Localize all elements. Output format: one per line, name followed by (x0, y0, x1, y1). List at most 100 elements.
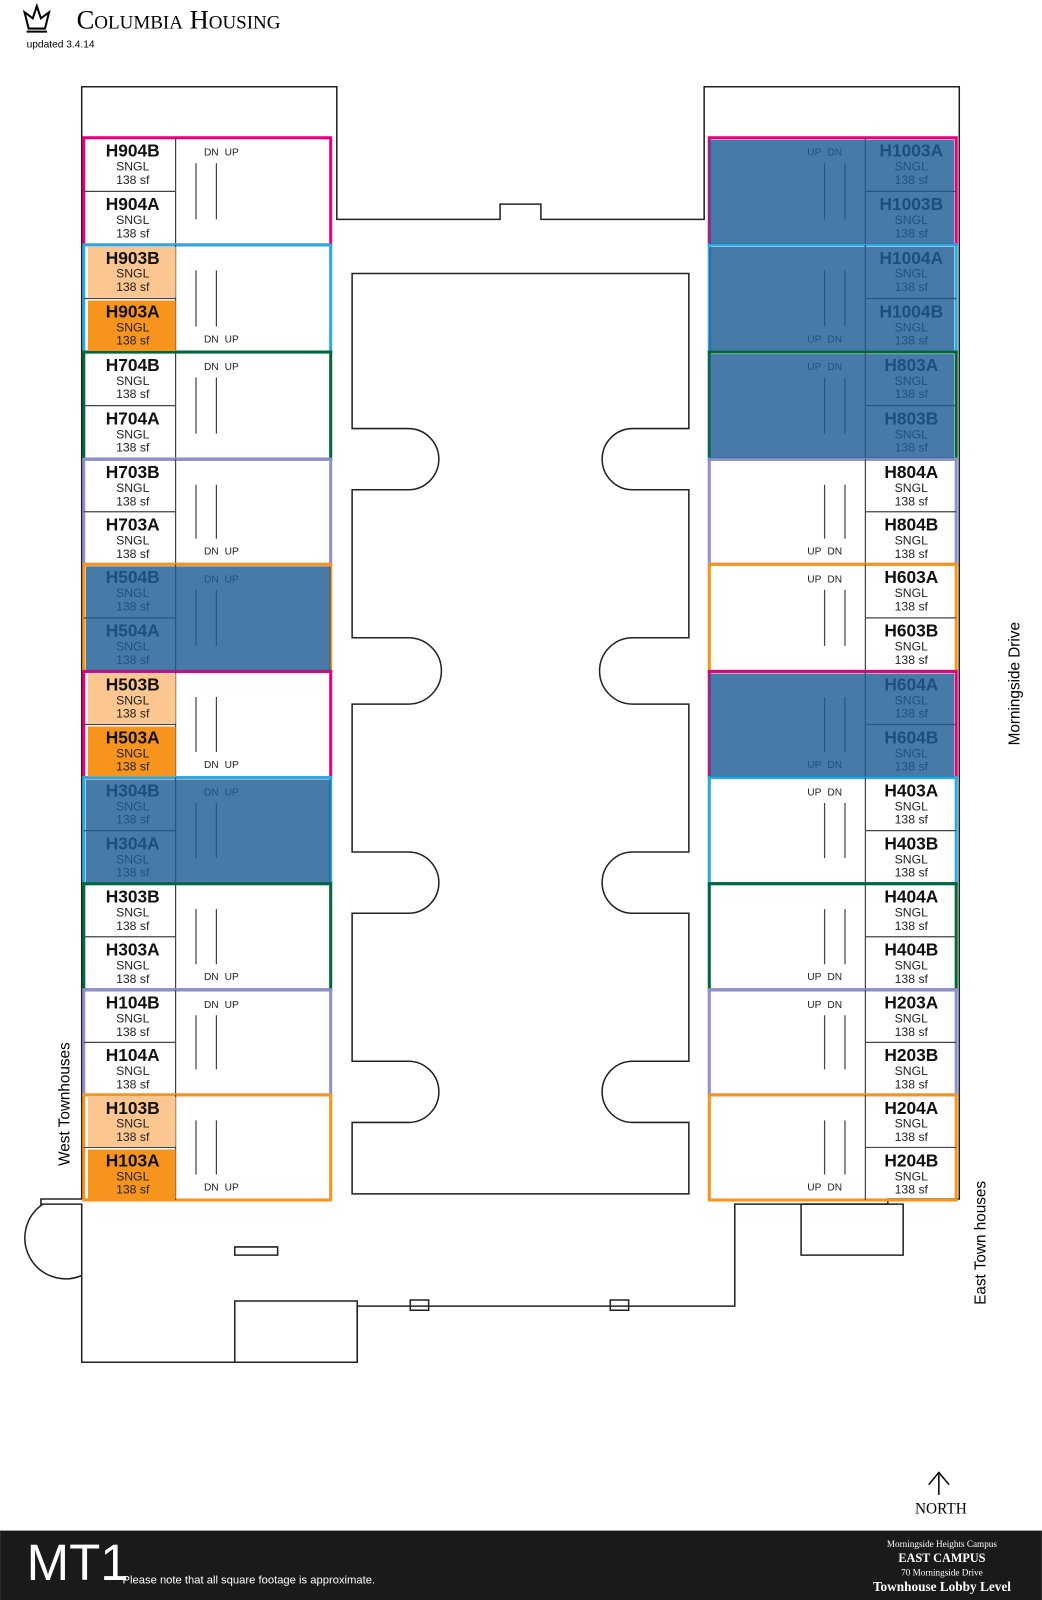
unit-walls (83, 1094, 218, 1200)
room-label: H903A (106, 301, 160, 321)
stair-label: DN (204, 972, 219, 983)
stair-label: DN (827, 972, 842, 983)
room-label: H704A (106, 408, 160, 428)
unit-walls (83, 671, 218, 778)
unit-walls (83, 459, 218, 565)
stair-label: UP (807, 574, 821, 585)
taken-overlay (709, 354, 955, 459)
room-label: H704B (106, 355, 160, 375)
stair-label: UP (225, 148, 239, 159)
stair-label: UP (225, 760, 239, 771)
unit-walls (823, 883, 957, 990)
stair-label: DN (204, 362, 219, 373)
taken-overlay (709, 673, 955, 777)
room-type: SNGL (116, 427, 150, 441)
stair-label: UP (225, 972, 239, 983)
room-type: SNGL (895, 534, 929, 548)
taken-overlay (709, 246, 955, 352)
room-type: SNGL (116, 959, 150, 973)
footer-note: Please note that all square footage is a… (123, 1575, 376, 1587)
room-label: H904B (106, 141, 160, 161)
room-label: H303A (106, 940, 160, 960)
room-highlight (87, 1149, 176, 1199)
room-label: H904A (106, 194, 160, 214)
footer-campus: Morningside Heights Campus (887, 1539, 997, 1549)
room-label: H804B (884, 515, 938, 535)
room-type: SNGL (895, 852, 929, 866)
taken-overlay (85, 566, 331, 671)
room-type: SNGL (116, 267, 150, 281)
unit-walls (823, 777, 957, 884)
room-type: SNGL (116, 1064, 150, 1078)
room-type: SNGL (895, 959, 929, 973)
footer-area: EAST CAMPUS (898, 1551, 985, 1565)
room-highlight (87, 726, 176, 777)
room-label: H303B (106, 887, 160, 907)
room-label: H404B (884, 940, 938, 960)
unit-walls (83, 244, 218, 353)
room-label: H804A (884, 462, 938, 482)
room-label: H103B (106, 1098, 160, 1118)
unit-walls (83, 137, 218, 245)
room-type: SNGL (895, 586, 929, 600)
room-type: SNGL (895, 1117, 929, 1131)
room-area: 138 sf (895, 1183, 929, 1197)
room-area: 138 sf (895, 1077, 929, 1091)
room-label: H503B (106, 674, 160, 694)
stair-label: DN (204, 1000, 219, 1011)
room-area: 138 sf (116, 919, 150, 933)
room-area: 138 sf (116, 441, 150, 455)
stair-label: DN (827, 788, 842, 799)
room-type: SNGL (116, 693, 150, 707)
room-highlight (87, 246, 176, 298)
room-area: 138 sf (116, 280, 150, 294)
room-type: SNGL (116, 160, 150, 174)
room-label: H204B (884, 1150, 938, 1170)
room-area: 138 sf (895, 813, 929, 827)
footer-bar (0, 1530, 1042, 1600)
room-type: SNGL (895, 1012, 929, 1026)
crown-logo (22, 2, 51, 33)
room-area: 138 sf (895, 972, 929, 986)
room-highlight (87, 300, 176, 352)
room-type: SNGL (116, 905, 150, 919)
room-label: H603B (884, 621, 938, 641)
unit-walls (83, 883, 218, 990)
stair-label: UP (807, 1182, 821, 1193)
room-area: 138 sf (895, 1130, 929, 1144)
stair-label: UP (807, 1000, 821, 1011)
taken-overlay (85, 779, 331, 883)
room-label: H503A (106, 727, 160, 747)
room-area: 138 sf (116, 1025, 150, 1039)
room-area: 138 sf (895, 919, 929, 933)
room-label: H104B (106, 993, 160, 1013)
room-label: H403B (884, 833, 938, 853)
stair-label: DN (827, 1000, 842, 1011)
stair-label: UP (807, 972, 821, 983)
room-label: H603A (884, 567, 938, 587)
room-label: H103A (106, 1150, 160, 1170)
room-type: SNGL (116, 1012, 150, 1026)
room-highlight (87, 673, 176, 724)
room-type: SNGL (116, 534, 150, 548)
room-area: 138 sf (895, 1025, 929, 1039)
unit-walls (823, 989, 957, 1095)
room-area: 138 sf (116, 226, 150, 240)
unit-walls (83, 352, 218, 460)
footer-level: Townhouse Lobby Level (873, 1579, 1011, 1594)
room-area: 138 sf (116, 334, 150, 348)
taken-overlay (709, 139, 955, 244)
stair-label: UP (225, 547, 239, 558)
street-label: East Town houses (973, 1181, 990, 1305)
room-area: 138 sf (116, 1077, 150, 1091)
stair-label: DN (204, 547, 219, 558)
room-label: H403A (884, 780, 938, 800)
room-type: SNGL (116, 746, 150, 760)
stair-label: DN (204, 760, 219, 771)
room-area: 138 sf (116, 972, 150, 986)
room-type: SNGL (116, 1117, 150, 1131)
room-type: SNGL (116, 374, 150, 388)
stair-label: UP (225, 1182, 239, 1193)
